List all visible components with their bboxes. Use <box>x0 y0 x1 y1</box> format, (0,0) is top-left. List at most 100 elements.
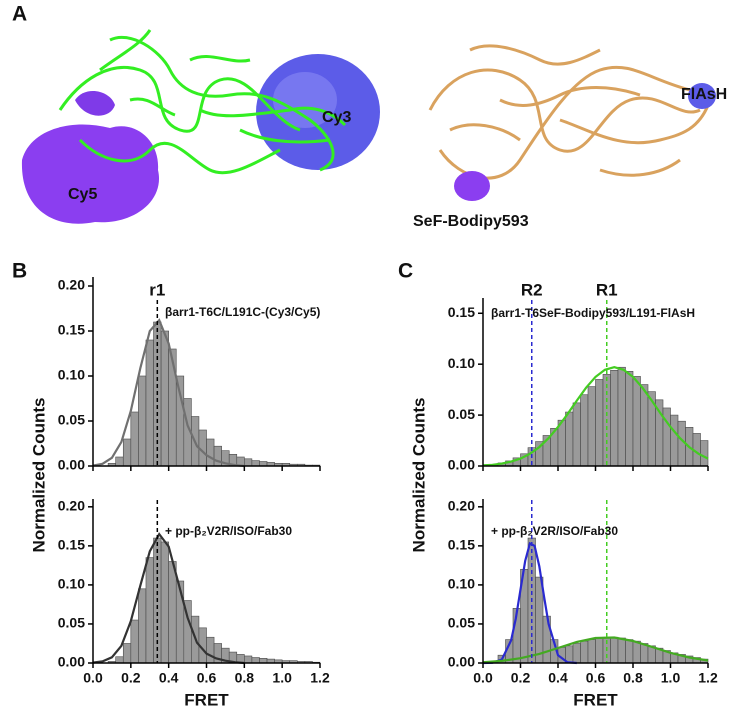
y-tick-label: 0.20 <box>58 277 85 293</box>
bodipy-density <box>454 171 490 201</box>
bar <box>145 339 154 467</box>
y-axis-label: Normalized Counts <box>409 398 428 553</box>
annotation: + pp-β₂V2R/ISO/Fab30 <box>491 524 618 538</box>
y-tick-label: 0.00 <box>448 654 475 670</box>
panel-letter: A <box>12 3 27 26</box>
y-tick-label: 0.10 <box>58 576 85 592</box>
y-tick-label: 0.05 <box>448 615 475 631</box>
x-tick-label: 0.2 <box>511 670 531 686</box>
fit-curve <box>482 541 577 665</box>
bar <box>244 655 253 664</box>
bar <box>206 438 215 467</box>
bar <box>625 371 634 467</box>
bar <box>572 402 581 467</box>
bar <box>251 460 260 467</box>
ribbon <box>58 29 347 175</box>
bar <box>168 561 177 664</box>
y-tick-label: 0.20 <box>58 498 85 514</box>
bar <box>580 640 589 664</box>
bar <box>168 348 177 467</box>
bar <box>587 639 596 664</box>
bar <box>595 637 604 664</box>
bar <box>160 541 169 664</box>
annotation: βarr1-T6SeF-Bodipy593/L191-FlAsH <box>491 306 695 320</box>
bar <box>580 394 589 467</box>
bar <box>115 456 124 467</box>
bar <box>130 411 139 467</box>
x-axis-label: FRET <box>573 690 618 709</box>
bar <box>160 330 169 467</box>
y-tick-label: 0.15 <box>448 304 475 320</box>
bar <box>617 637 626 664</box>
fit-curve <box>92 532 245 665</box>
marker-label: R1 <box>596 280 618 299</box>
y-tick-label: 0.15 <box>58 537 85 553</box>
x-tick-label: 1.0 <box>272 670 292 686</box>
structure-label: Cy5 <box>68 186 97 203</box>
structure-left <box>21 29 380 224</box>
bar <box>700 440 709 467</box>
bar <box>565 411 574 467</box>
bar <box>535 576 544 664</box>
x-tick-label: 1.2 <box>310 670 330 686</box>
y-axis-label: Normalized Counts <box>29 398 48 553</box>
fit-curve <box>482 366 709 467</box>
bar <box>610 369 619 467</box>
x-tick-label: 1.2 <box>698 670 718 686</box>
bar <box>617 366 626 467</box>
cy5-density <box>21 124 160 224</box>
x-tick-label: 1.0 <box>661 670 681 686</box>
bar <box>145 557 154 664</box>
bar <box>122 643 132 664</box>
x-tick-label: 0.8 <box>623 670 643 686</box>
bar <box>122 438 132 467</box>
y-tick-label: 0.15 <box>448 537 475 553</box>
y-tick-label: 0.00 <box>58 457 85 473</box>
y-tick-label: 0.00 <box>448 457 475 473</box>
ribbon <box>428 44 712 180</box>
x-axis-label: FRET <box>184 690 229 709</box>
y-tick-label: 0.20 <box>448 498 475 514</box>
bar <box>595 379 604 467</box>
x-tick-label: 0.2 <box>121 670 141 686</box>
structure-label: FlAsH <box>681 86 727 103</box>
bar <box>138 375 147 467</box>
bar <box>572 643 581 664</box>
y-tick-label: 0.10 <box>448 355 475 371</box>
marker-label: r1 <box>149 280 165 299</box>
y-tick-label: 0.15 <box>58 322 85 338</box>
x-tick-label: 0.0 <box>473 670 493 686</box>
bar <box>640 384 649 467</box>
y-tick-label: 0.10 <box>448 576 475 592</box>
panel-letter: B <box>12 260 27 283</box>
bar <box>632 376 641 467</box>
x-tick-label: 0.6 <box>586 670 606 686</box>
bar <box>115 656 124 664</box>
y-tick-label: 0.05 <box>58 615 85 631</box>
structure-label: Cy3 <box>322 109 351 126</box>
bar <box>610 636 619 664</box>
annotation: βarr1-T6C/L191C-(Cy3/Cy5) <box>165 305 320 319</box>
bar <box>670 414 679 467</box>
bar <box>206 636 215 664</box>
structure-right <box>428 44 716 201</box>
cy3-highlight <box>273 72 337 128</box>
structure-label: SeF-Bodipy593 <box>413 213 529 230</box>
flash-density <box>688 83 716 109</box>
y-tick-label: 0.00 <box>58 654 85 670</box>
bar <box>632 640 641 664</box>
fit-curve <box>92 318 245 468</box>
x-tick-label: 0.8 <box>235 670 255 686</box>
x-tick-label: 0.0 <box>83 670 103 686</box>
y-tick-label: 0.05 <box>448 406 475 422</box>
bar <box>138 588 147 664</box>
panel-letter: C <box>398 260 413 283</box>
x-tick-label: 0.4 <box>548 670 568 686</box>
bar <box>625 639 634 664</box>
x-tick-label: 0.4 <box>159 670 179 686</box>
bar <box>251 657 260 664</box>
density-fragment <box>75 90 115 116</box>
bar <box>587 386 596 467</box>
bar <box>244 458 253 467</box>
annotation: + pp-β₂V2R/ISO/Fab30 <box>165 524 292 538</box>
